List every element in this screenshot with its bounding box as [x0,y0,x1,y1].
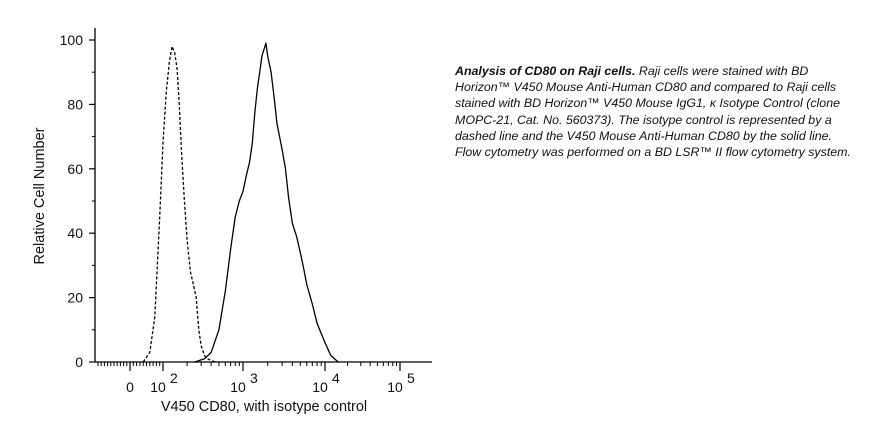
figure-caption: Analysis of CD80 on Raji cells. Raji cel… [455,63,860,160]
y-tick-label: 100 [60,32,84,48]
y-tick-label: 20 [67,290,83,306]
x-tick-label: 10 [312,379,328,395]
caption-title: Analysis of CD80 on Raji cells. [455,64,636,78]
y-tick-label: 80 [67,96,83,112]
x-tick-label: 0 [126,379,134,395]
x-tick-exponent: 3 [250,370,258,386]
x-tick-exponent: 2 [170,370,178,386]
y-tick-label: 40 [67,225,83,241]
series-layer [142,42,339,363]
caption-text: Raji cells were stained with BD Horizon™… [455,64,851,160]
x-tick-exponent: 5 [407,370,415,386]
y-axis-ticks: 0 20 40 60 80 100 [60,32,95,370]
x-tick-label: 10 [150,379,166,395]
y-axis-title: Relative Cell Number [32,127,48,264]
plot-frame [94,28,432,363]
y-tick-label: 0 [75,354,83,370]
x-axis-title: V450 CD80, with isotype control [161,399,367,415]
cd80-line [194,42,339,363]
x-tick-label: 10 [230,379,246,395]
isotype-control-line [142,45,216,363]
x-tick-exponent: 4 [332,370,340,386]
y-tick-label: 60 [67,161,83,177]
x-tick-label: 10 [387,379,403,395]
